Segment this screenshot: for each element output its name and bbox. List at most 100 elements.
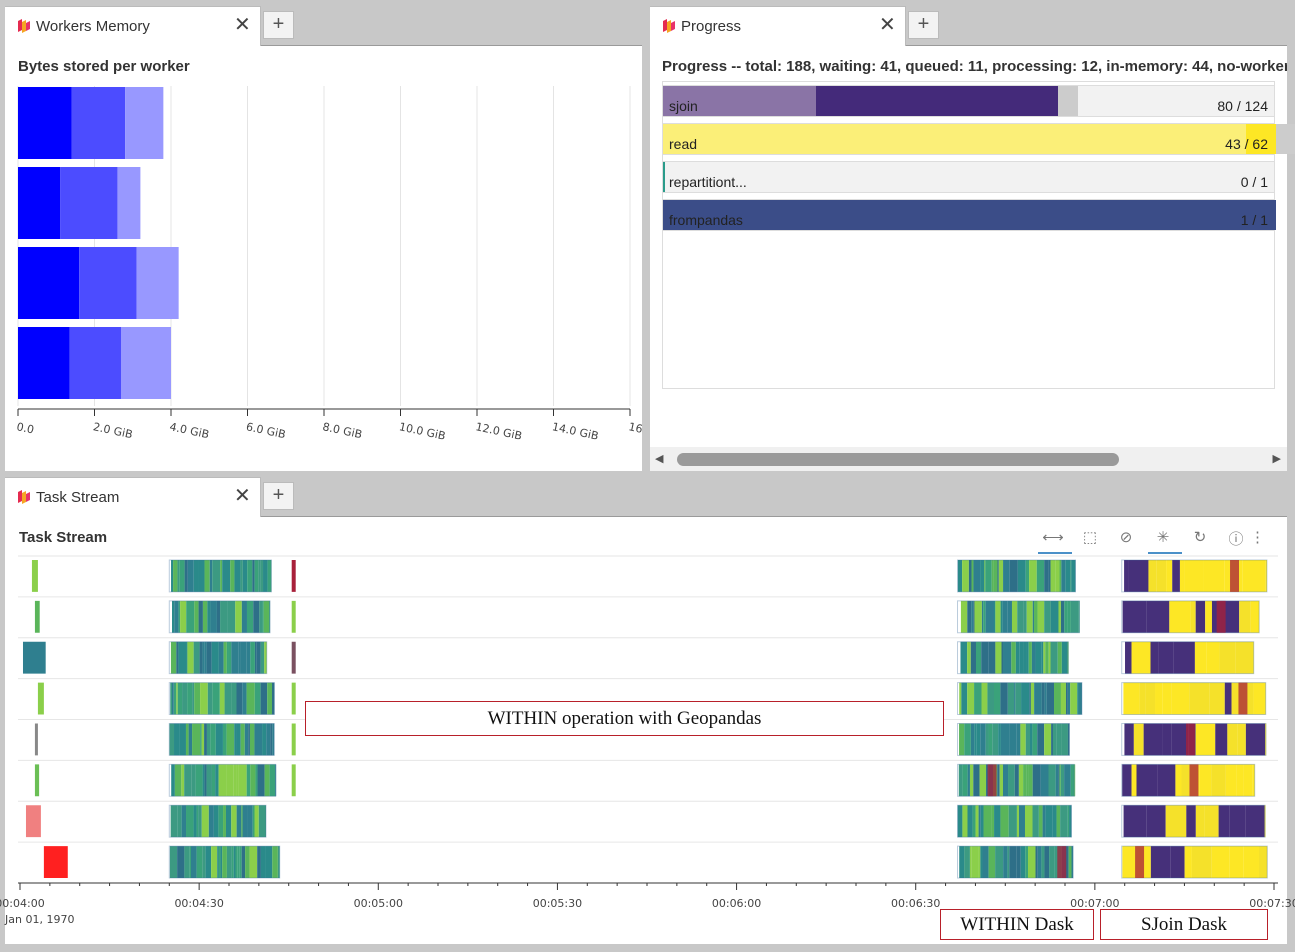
task-rect[interactable] <box>272 723 275 756</box>
task-rect[interactable] <box>275 764 277 797</box>
task-rect[interactable] <box>260 641 265 674</box>
task-rect[interactable] <box>988 723 993 756</box>
task-rect[interactable] <box>190 846 197 878</box>
task-rect[interactable] <box>1195 600 1206 633</box>
task-rect[interactable] <box>34 764 40 797</box>
task-rect[interactable] <box>1225 764 1237 797</box>
task-rect[interactable] <box>1204 805 1219 838</box>
task-rect[interactable] <box>1216 600 1226 633</box>
task-rect[interactable] <box>211 764 216 797</box>
task-rect[interactable] <box>266 723 271 756</box>
task-rect[interactable] <box>246 600 251 633</box>
task-rect[interactable] <box>252 560 255 592</box>
task-rect[interactable] <box>1055 764 1059 797</box>
task-rect[interactable] <box>1023 600 1027 633</box>
task-rect[interactable] <box>1032 600 1035 633</box>
task-rect[interactable] <box>1041 682 1045 715</box>
task-rect[interactable] <box>1046 682 1055 715</box>
task-rect[interactable] <box>205 846 212 878</box>
task-rect[interactable] <box>193 805 197 838</box>
task-rect[interactable] <box>206 723 211 756</box>
task-rect[interactable] <box>987 764 997 797</box>
task-rect[interactable] <box>958 764 963 797</box>
task-rect[interactable] <box>998 560 1004 592</box>
task-rect[interactable] <box>226 641 229 674</box>
task-rect[interactable] <box>1175 764 1182 797</box>
task-rect[interactable] <box>985 560 992 592</box>
task-rect[interactable] <box>1030 682 1035 715</box>
task-rect[interactable] <box>969 764 974 797</box>
task-rect[interactable] <box>1166 560 1173 592</box>
task-rect[interactable] <box>1050 560 1056 592</box>
task-rect[interactable] <box>189 846 191 878</box>
task-rect[interactable] <box>228 641 232 674</box>
task-rect[interactable] <box>1224 682 1232 715</box>
task-rect[interactable] <box>1031 641 1036 674</box>
task-rect[interactable] <box>257 764 265 797</box>
task-rect[interactable] <box>1020 723 1026 756</box>
task-rect[interactable] <box>202 600 208 633</box>
task-rect[interactable] <box>250 600 254 633</box>
task-rect[interactable] <box>198 600 203 633</box>
box-zoom-icon[interactable]: ⬚ <box>1082 529 1098 546</box>
task-rect[interactable] <box>995 641 1002 674</box>
task-rect[interactable] <box>967 600 972 633</box>
task-rect[interactable] <box>975 641 982 674</box>
task-rect[interactable] <box>987 682 995 715</box>
task-rect[interactable] <box>1059 764 1061 797</box>
task-rect[interactable] <box>192 723 201 756</box>
task-rect[interactable] <box>231 846 234 878</box>
task-rect[interactable] <box>184 764 192 797</box>
task-rect[interactable] <box>234 723 237 756</box>
task-rect[interactable] <box>1003 560 1010 592</box>
task-rect[interactable] <box>1158 641 1174 674</box>
task-rect[interactable] <box>222 560 231 592</box>
task-rect[interactable] <box>1181 764 1190 797</box>
task-rect[interactable] <box>1265 560 1267 592</box>
task-rect[interactable] <box>187 641 194 674</box>
task-rect[interactable] <box>1236 764 1244 797</box>
task-rect[interactable] <box>249 846 258 878</box>
task-rect[interactable] <box>1056 723 1062 756</box>
task-rect[interactable] <box>176 682 178 715</box>
task-rect[interactable] <box>246 641 251 674</box>
task-rect[interactable] <box>254 641 257 674</box>
task-rect[interactable] <box>1016 805 1019 838</box>
task-rect[interactable] <box>25 805 41 838</box>
task-rect[interactable] <box>1065 682 1068 715</box>
progress-bar-read[interactable]: read 43 / 62 <box>662 123 1295 155</box>
task-rect[interactable] <box>220 600 228 633</box>
task-rect[interactable] <box>991 805 995 838</box>
task-rect[interactable] <box>187 682 193 715</box>
task-rect[interactable] <box>1061 560 1066 592</box>
task-rect[interactable] <box>220 846 223 878</box>
horizontal-scrollbar[interactable]: ◀ ▶ <box>650 447 1287 471</box>
task-rect[interactable] <box>1077 682 1079 715</box>
task-rect[interactable] <box>255 764 258 797</box>
task-rect[interactable] <box>1040 764 1049 797</box>
task-rect[interactable] <box>1058 764 1060 797</box>
task-rect[interactable] <box>1070 600 1079 633</box>
task-rect[interactable] <box>1074 764 1076 797</box>
task-rect[interactable] <box>959 682 962 715</box>
task-rect[interactable] <box>1169 600 1191 633</box>
task-rect[interactable] <box>194 682 201 715</box>
task-rect[interactable] <box>1145 682 1156 715</box>
task-rect[interactable] <box>1229 846 1244 878</box>
task-rect[interactable] <box>233 846 236 878</box>
task-rect[interactable] <box>1028 846 1036 878</box>
task-rect[interactable] <box>180 600 187 633</box>
task-rect[interactable] <box>1133 723 1144 756</box>
task-rect[interactable] <box>1195 723 1216 756</box>
task-rect[interactable] <box>31 560 38 592</box>
task-rect[interactable] <box>1025 846 1029 878</box>
task-rect[interactable] <box>1170 846 1185 878</box>
task-rect[interactable] <box>1026 600 1033 633</box>
task-rect[interactable] <box>204 723 207 756</box>
task-rect[interactable] <box>964 846 970 878</box>
task-rect[interactable] <box>186 641 188 674</box>
task-rect[interactable] <box>971 600 974 633</box>
task-rect[interactable] <box>1054 682 1061 715</box>
task-rect[interactable] <box>1265 723 1267 756</box>
task-rect[interactable] <box>1026 641 1029 674</box>
